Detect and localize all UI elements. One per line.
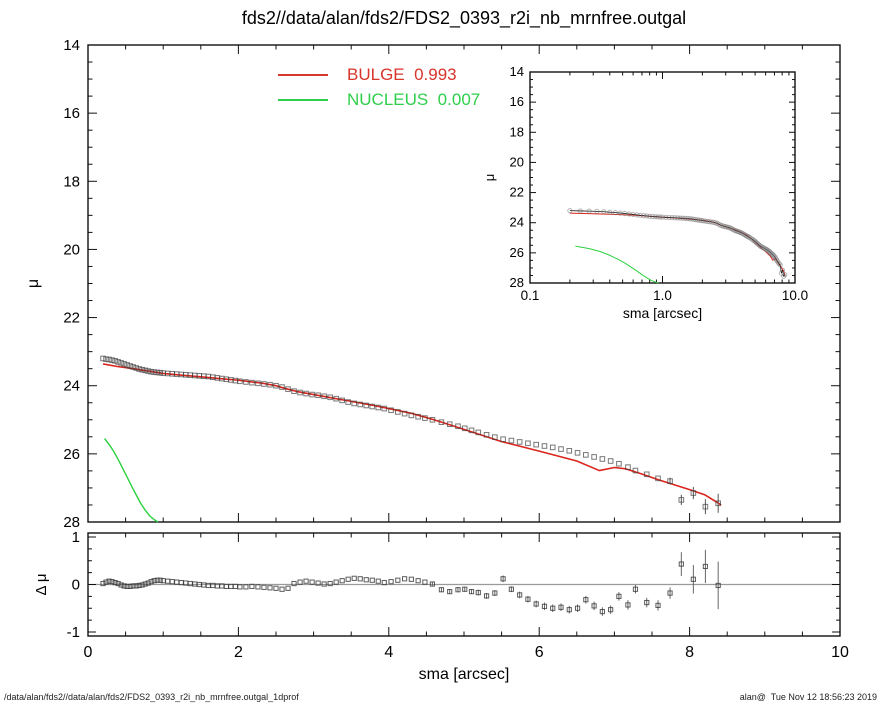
- inset-y-tick-label: 16: [510, 94, 524, 109]
- main-y-tick-label: 18: [63, 173, 80, 190]
- inset-x-axis-label: sma [arcsec]: [623, 305, 702, 321]
- shared-x-axis-label: sma [arcsec]: [419, 666, 510, 683]
- inset-y-tick-label: 22: [510, 185, 524, 200]
- footer-user-timestamp: alan@ Tue Nov 12 18:56:23 2019: [739, 692, 877, 702]
- inset-x-tick-label: 10.0: [782, 288, 808, 303]
- residual-x-tick-label: 2: [234, 644, 243, 661]
- main-y-tick-label: 22: [63, 310, 80, 327]
- inset-x-tick-label: 1.0: [653, 288, 672, 303]
- main-plot: 14 16 18 20 22 24 26 28 μ: [25, 37, 841, 531]
- main-y-tick-label: 28: [63, 514, 80, 531]
- main-y-tick-label: 20: [63, 241, 80, 258]
- residual-y-tick-label: 0: [72, 577, 80, 594]
- inset-y-tick-label: 26: [510, 245, 524, 260]
- legend-nucleus-label: NUCLEUS 0.007: [347, 90, 481, 109]
- main-y-tick-label: 14: [63, 37, 80, 54]
- inset-y-axis-label: μ: [482, 174, 497, 182]
- page-title: fds2//data/alan/fds2/FDS2_0393_r2i_nb_mr…: [241, 8, 687, 28]
- inset-plot: 14 16 18 20 22 24 26 280.1 1.0 10.0 sma [arcsec] μ: [482, 64, 808, 321]
- inset-y-tick-label: 20: [510, 154, 524, 169]
- residual-y-tick-label: 1: [72, 529, 80, 546]
- legend-bulge-label: BULGE 0.993: [347, 65, 457, 84]
- inset-y-tick-label: 28: [510, 275, 524, 290]
- residual-y-tick-label: -1: [67, 624, 80, 641]
- residual-x-tick-label: 10: [831, 644, 849, 661]
- residual-x-tick-label: 8: [685, 644, 694, 661]
- legend-bulge-line-sample: [278, 74, 328, 76]
- residual-y-axis-label: Δ μ: [33, 573, 50, 595]
- inset-y-tick-label: 18: [510, 124, 524, 139]
- main-y-tick-label: 16: [63, 105, 80, 122]
- inset-y-tick-label: 24: [510, 215, 524, 230]
- residual-x-tick-label: 0: [84, 644, 93, 661]
- main-y-tick-label: 26: [63, 446, 80, 463]
- inset-y-tick-label: 14: [510, 64, 524, 79]
- footer-filepath: /data/alan/fds2//data/alan/fds2/FDS2_039…: [4, 692, 299, 702]
- inset-x-tick-label: 0.1: [521, 288, 540, 303]
- residual-x-tick-label: 4: [384, 644, 393, 661]
- legend-nucleus-line-sample: [278, 99, 328, 101]
- main-y-axis-label: μ: [25, 279, 42, 288]
- residual-x-tick-label: 6: [535, 644, 544, 661]
- main-y-tick-label: 24: [63, 378, 80, 395]
